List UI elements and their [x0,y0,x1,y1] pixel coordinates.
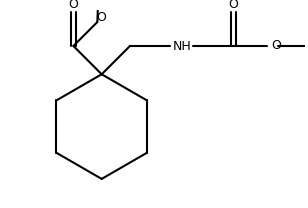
Text: NH: NH [173,40,192,53]
Text: O: O [229,0,238,11]
Text: O: O [96,11,106,24]
Text: O: O [272,40,282,52]
Text: O: O [68,0,78,11]
